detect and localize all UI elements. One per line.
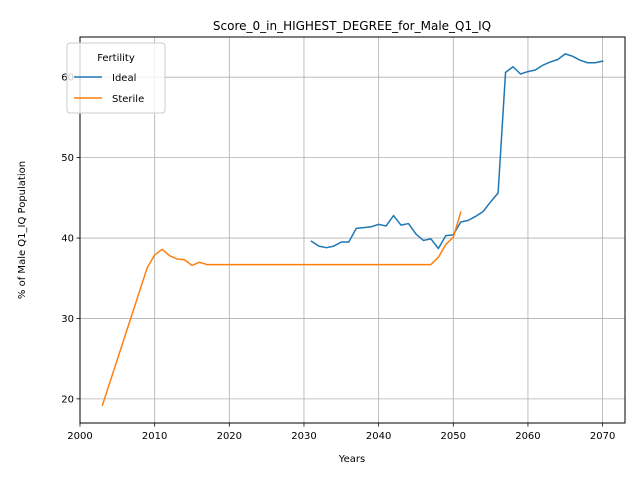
chart-title: Score_0_in_HIGHEST_DEGREE_for_Male_Q1_IQ xyxy=(213,19,491,33)
x-tick-label: 2030 xyxy=(291,431,316,442)
x-tick-label: 2060 xyxy=(515,431,540,442)
legend-label-sterile: Sterile xyxy=(112,94,144,105)
grid-lines xyxy=(79,37,625,423)
legend: Fertility Ideal Sterile xyxy=(66,42,166,114)
data-series xyxy=(101,53,604,407)
x-tick-label: 2070 xyxy=(590,431,615,442)
series-line-sterile xyxy=(101,211,462,407)
y-tick-label: 40 xyxy=(61,234,74,245)
x-axis-title: Years xyxy=(338,454,365,465)
x-tick-label: 2000 xyxy=(67,431,92,442)
legend-title: Fertility xyxy=(97,53,135,64)
y-tick-label: 30 xyxy=(61,314,74,325)
x-tick-label: 2020 xyxy=(217,431,242,442)
x-tick-label: 2010 xyxy=(142,431,167,442)
y-tick-label: 50 xyxy=(61,153,74,164)
y-tick-label: 20 xyxy=(61,394,74,405)
legend-label-ideal: Ideal xyxy=(112,73,136,84)
series-line-ideal xyxy=(310,53,604,250)
x-axis-ticks: 2000 2010 2020 2030 2040 2050 2060 2070 xyxy=(67,423,615,442)
legend-box xyxy=(66,42,166,114)
x-tick-label: 2050 xyxy=(441,431,466,442)
y-axis-title: % of Male Q1_IQ Population xyxy=(17,161,28,299)
plot-frame xyxy=(79,36,626,424)
x-tick-label: 2040 xyxy=(366,431,391,442)
